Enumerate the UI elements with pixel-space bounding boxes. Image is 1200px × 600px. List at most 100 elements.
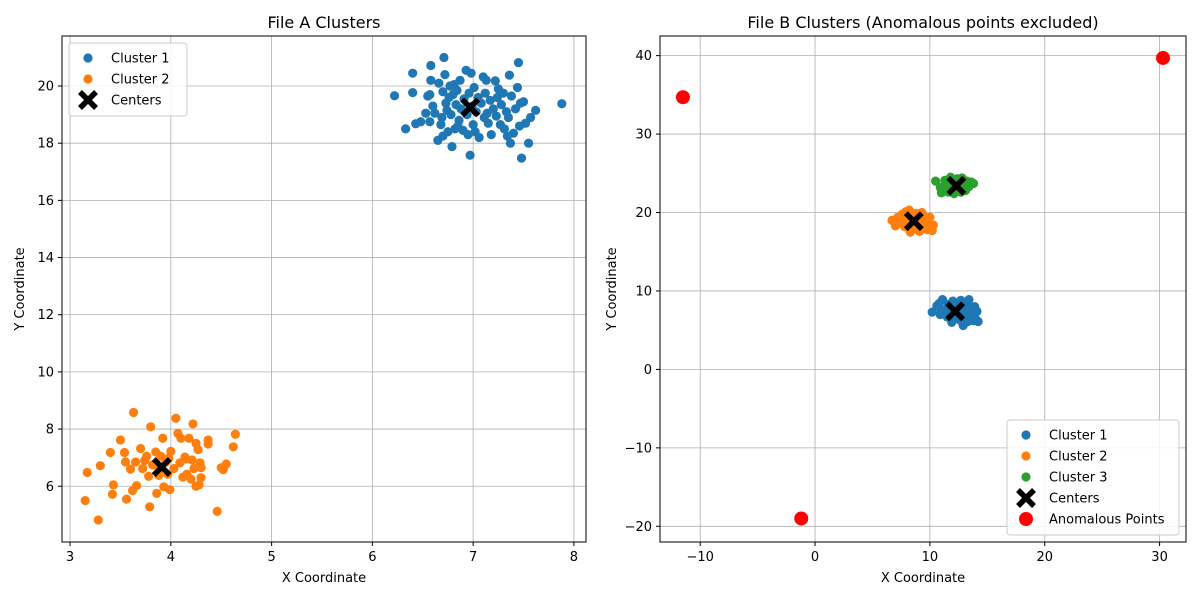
- data-point: [169, 463, 179, 474]
- data-point: [490, 76, 500, 86]
- data-point: [430, 108, 440, 118]
- y-tick-label: 10: [37, 365, 54, 380]
- data-point: [498, 88, 508, 98]
- y-tick-label: −10: [625, 441, 652, 456]
- data-point: [95, 461, 105, 471]
- data-point: [499, 124, 509, 134]
- data-point: [131, 481, 142, 491]
- data-point: [136, 443, 146, 454]
- data-point: [453, 121, 463, 131]
- legend: Cluster 1 Cluster 2 Centers: [68, 42, 188, 117]
- chart-panel-1: 3 4 5 6 7 8 6 8 10 12 14 16 18 20 File A Clusters X Coo…: [13, 13, 587, 586]
- data-point: [145, 502, 155, 512]
- center-marker: [151, 457, 172, 478]
- data-point: [508, 128, 519, 138]
- y-tick-label: 0: [644, 363, 652, 378]
- x-tick-label: 3: [66, 550, 74, 565]
- data-point: [447, 142, 457, 152]
- data-point: [463, 130, 473, 140]
- data-point: [434, 78, 444, 88]
- data-point: [506, 91, 517, 101]
- data-point: [107, 489, 117, 499]
- data-point: [191, 438, 201, 448]
- data-point: [108, 480, 118, 490]
- legend-label: Cluster 2: [111, 73, 170, 88]
- data-point: [505, 138, 516, 148]
- data-point: [121, 494, 132, 504]
- series-cluster-1: [389, 52, 567, 163]
- data-point: [421, 108, 431, 118]
- data-point: [176, 433, 186, 443]
- data-point: [425, 117, 435, 127]
- axes-frame: [61, 35, 587, 543]
- data-point: [158, 433, 168, 443]
- data-point: [483, 118, 493, 128]
- x-tick-label: 30: [1151, 550, 1168, 565]
- data-point: [401, 124, 411, 134]
- data-point: [416, 117, 426, 127]
- data-point: [196, 463, 206, 473]
- y-tick-label: 6: [46, 480, 54, 495]
- series-centers: [903, 175, 967, 322]
- data-point: [466, 68, 476, 78]
- data-point: [557, 99, 567, 109]
- data-point: [426, 60, 436, 71]
- x-tick-label: 4: [167, 550, 175, 565]
- data-point: [119, 447, 130, 458]
- legend-label: Anomalous Points: [1049, 513, 1165, 528]
- anomalous-point: [794, 511, 809, 526]
- legend-marker: [83, 74, 93, 84]
- chart-panel-2: −10 0 10 20 30 −20 −10 0 10 20 30 40 File B Clusters…: [605, 13, 1187, 586]
- center-marker: [903, 211, 924, 232]
- data-point: [486, 130, 496, 140]
- y-axis-label: Y Coordinate: [605, 247, 620, 331]
- series-anomalous-points: [675, 50, 1171, 526]
- legend-label: Cluster 1: [111, 52, 170, 67]
- legend-box: [68, 42, 188, 117]
- chart-title: File A Clusters: [267, 13, 380, 32]
- data-point: [228, 442, 238, 452]
- legend-box: [1006, 419, 1180, 536]
- data-point: [474, 132, 484, 143]
- data-point: [130, 457, 141, 467]
- legend-marker: [1019, 512, 1033, 526]
- data-point: [428, 101, 438, 111]
- data-point: [146, 422, 156, 432]
- axes-frame: [659, 35, 1187, 543]
- data-point: [488, 104, 498, 114]
- anomalous-point: [1156, 50, 1171, 65]
- data-point: [972, 306, 982, 316]
- data-point: [196, 473, 206, 483]
- data-point: [468, 120, 478, 130]
- x-axis-label: X Coordinate: [881, 571, 965, 586]
- data-point: [516, 153, 527, 163]
- data-point: [455, 75, 465, 85]
- data-point: [491, 111, 501, 121]
- data-point: [165, 485, 175, 495]
- legend-label: Cluster 3: [1049, 471, 1108, 486]
- y-axis-label: Y Coordinate: [13, 247, 28, 331]
- data-point: [144, 471, 154, 481]
- y-tick-label: 16: [37, 194, 54, 209]
- x-axis-label: X Coordinate: [282, 571, 366, 586]
- data-point: [512, 82, 523, 93]
- data-point: [928, 220, 938, 230]
- data-point: [523, 138, 534, 148]
- data-point: [125, 464, 136, 474]
- data-point: [436, 120, 446, 130]
- chart-title: File B Clusters (Anomalous points exclud…: [747, 13, 1098, 32]
- data-point: [212, 506, 222, 517]
- data-point: [120, 457, 131, 467]
- data-point: [186, 474, 196, 484]
- center-marker: [460, 97, 481, 118]
- x-tick-label: 8: [570, 550, 578, 565]
- legend-label: Centers: [111, 94, 162, 109]
- data-point: [485, 95, 495, 105]
- data-point: [82, 467, 92, 478]
- data-point: [230, 429, 240, 439]
- data-point: [934, 298, 944, 309]
- y-tick-label: 40: [635, 49, 652, 64]
- y-tick-label: 10: [635, 284, 652, 299]
- legend-marker: [78, 90, 98, 110]
